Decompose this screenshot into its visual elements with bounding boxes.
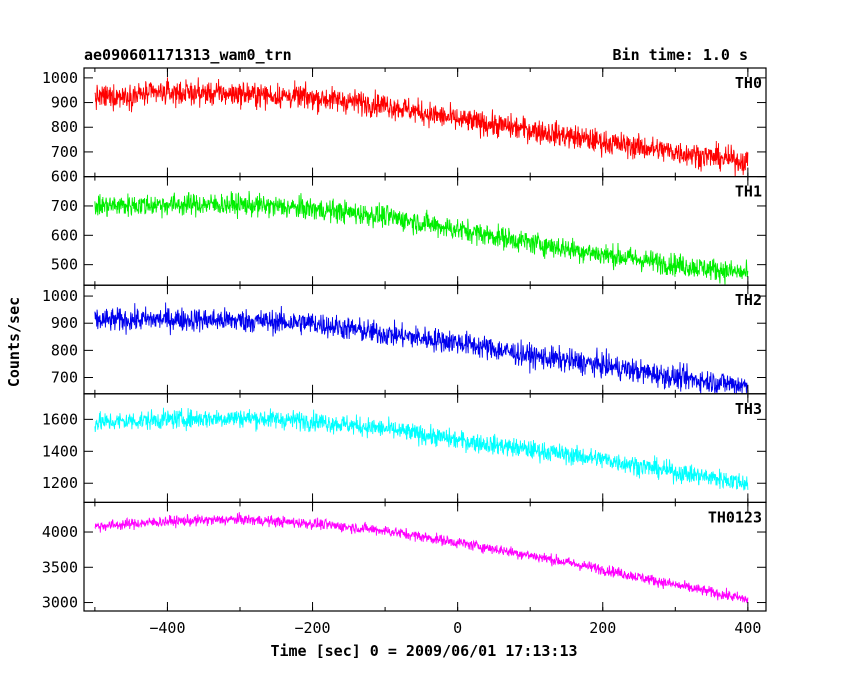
panel-label: TH0123 <box>708 508 762 526</box>
bin-time-label: Bin time: 1.0 s <box>613 46 748 64</box>
panel-th3: 1200 1400 1600 TH3 <box>42 393 767 503</box>
series-trace-th1 <box>94 190 749 285</box>
y-tick-label: 1400 <box>42 442 78 460</box>
y-tick-label: 600 <box>51 226 78 244</box>
y-tick-label: 900 <box>51 314 78 332</box>
y-tick-label: 1000 <box>42 69 78 87</box>
panel-frame <box>83 501 767 612</box>
x-tick-label: 200 <box>589 619 616 637</box>
y-tick-label: 800 <box>51 341 78 359</box>
y-tick-label: 500 <box>51 256 78 274</box>
series-trace-th2 <box>94 302 749 394</box>
panel-frame <box>83 393 767 503</box>
series-trace-th3 <box>94 407 749 491</box>
y-tick-label: 3000 <box>42 594 78 612</box>
y-tick-label: 1000 <box>42 287 78 305</box>
panel-label: TH1 <box>735 183 762 201</box>
panel-label: TH0 <box>735 74 762 92</box>
y-tick-label: 800 <box>51 118 78 136</box>
x-axis-label: Time [sec] 0 = 2009/06/01 17:13:13 <box>270 642 577 660</box>
x-tick-label: −200 <box>294 619 330 637</box>
y-tick-label: 700 <box>51 197 78 215</box>
y-tick-label: 3500 <box>42 558 78 576</box>
panel-label: TH3 <box>735 400 762 418</box>
panel-th1: 500 600 700 TH1 <box>51 176 767 286</box>
chart-title: ae090601171313_wam0_trn <box>84 46 292 64</box>
y-axis-label: Counts/sec <box>5 297 23 387</box>
x-tick-label: 0 <box>453 619 462 637</box>
y-tick-label: 4000 <box>42 523 78 541</box>
series-trace-th0 <box>94 77 749 177</box>
panel-th0123: 3000 3500 4000 TH0123 <box>42 501 767 612</box>
panel-label: TH2 <box>735 291 762 309</box>
panel-th0: 600 700 800 900 1000 TH0 <box>42 67 767 186</box>
y-tick-label: 1200 <box>42 474 78 492</box>
series-trace-th0123 <box>94 512 749 603</box>
x-tick-label: 400 <box>734 619 761 637</box>
y-tick-label: 700 <box>51 369 78 387</box>
y-tick-label: 700 <box>51 143 78 161</box>
y-tick-label: 600 <box>51 168 78 186</box>
panel-th2: 700 800 900 1000 TH2 <box>42 284 767 395</box>
y-tick-label: 1600 <box>42 410 78 428</box>
x-tick-label: −400 <box>149 619 185 637</box>
y-tick-label: 900 <box>51 94 78 112</box>
panels-group: 600 700 800 900 1000 TH0 500 600 700 TH1 700 800 900… <box>42 67 767 637</box>
